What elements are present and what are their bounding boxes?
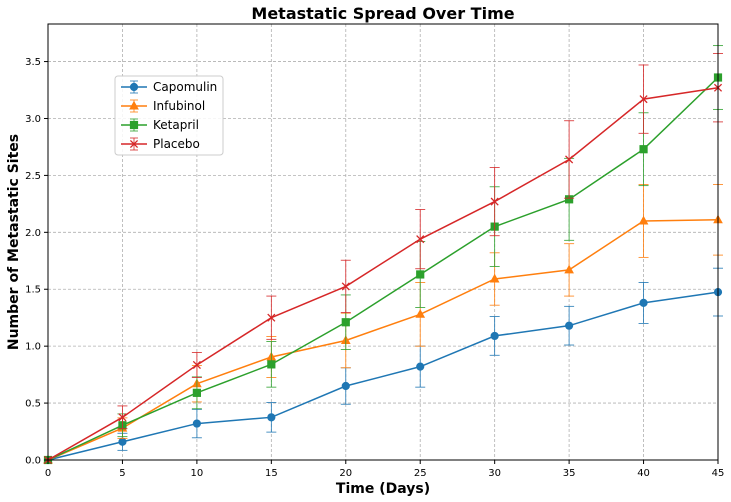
data-point-capomulin bbox=[639, 298, 648, 308]
ticks: 0 5 10 15 20 25 30 35 40 45 0.0 0.5 1.0 1.5 2.0 2.5 3.0 3… bbox=[25, 57, 724, 479]
data-point-placebo bbox=[267, 313, 276, 322]
data-point-placebo bbox=[565, 155, 574, 164]
series-placebo bbox=[43, 53, 723, 465]
y-tick-label: 1.0 bbox=[25, 342, 41, 353]
x-tick-label: 10 bbox=[191, 468, 204, 479]
legend-entry-capomulin: Capomulin bbox=[121, 80, 217, 94]
x-tick-label: 20 bbox=[339, 468, 352, 479]
data-point-infubinol bbox=[638, 215, 649, 225]
data-point-ketapril bbox=[416, 270, 425, 279]
x-tick-label: 45 bbox=[712, 468, 725, 479]
data-point-placebo bbox=[118, 413, 127, 422]
legend-marker-placebo bbox=[129, 139, 139, 149]
legend-entry-placebo: Placebo bbox=[121, 137, 200, 151]
legend-marker-ketapril bbox=[129, 120, 139, 130]
legend-label-infubinol: Infubinol bbox=[153, 99, 205, 113]
y-tick-label: 2.5 bbox=[25, 171, 41, 182]
data-point-capomulin bbox=[565, 321, 574, 330]
data-point-ketapril bbox=[341, 318, 350, 327]
legend-entry-ketapril: Ketapril bbox=[121, 118, 199, 132]
legend-box bbox=[114, 75, 224, 156]
chart-title: Metastatic Spread Over Time bbox=[251, 4, 514, 23]
y-tick-label: 2.0 bbox=[25, 228, 41, 239]
y-tick-label: 1.5 bbox=[25, 285, 41, 296]
data-point-capomulin bbox=[192, 419, 201, 428]
data-point-infubinol bbox=[564, 264, 574, 274]
x-axis-label: Time (Days) bbox=[336, 481, 430, 497]
legend: Capomulin Infubinol Ketapril Placebo bbox=[114, 75, 224, 156]
legend-entry-infubinol: Infubinol bbox=[121, 99, 205, 113]
y-tick-label: 0.0 bbox=[25, 456, 41, 467]
data-point-ketapril bbox=[192, 388, 201, 397]
legend-marker-capomulin bbox=[129, 82, 139, 92]
x-tick-label: 5 bbox=[119, 468, 125, 479]
plot-frame bbox=[47, 23, 719, 461]
x-tick-label: 35 bbox=[563, 468, 576, 479]
data-point-capomulin bbox=[490, 331, 499, 341]
data-point-placebo bbox=[490, 197, 499, 206]
series-line-placebo bbox=[47, 87, 719, 461]
data-point-infubinol bbox=[489, 273, 500, 283]
data-point-ketapril bbox=[267, 360, 276, 369]
x-tick-label: 25 bbox=[414, 468, 427, 479]
x-tick-label: 40 bbox=[637, 468, 650, 479]
x-tick-label: 0 bbox=[45, 468, 51, 479]
legend-label-placebo: Placebo bbox=[153, 137, 200, 151]
data-point-placebo bbox=[416, 235, 425, 244]
y-tick-label: 3.0 bbox=[25, 114, 41, 125]
series-ketapril bbox=[43, 45, 723, 465]
legend-marker-infubinol bbox=[129, 100, 139, 110]
data-point-placebo bbox=[192, 360, 201, 370]
x-tick-label: 30 bbox=[488, 468, 501, 479]
x-tick-label: 15 bbox=[265, 468, 278, 479]
data-point-capomulin bbox=[267, 413, 276, 422]
data-point-capomulin bbox=[416, 362, 425, 371]
data-point-capomulin bbox=[341, 381, 350, 391]
data-point-capomulin bbox=[118, 437, 127, 446]
y-tick-label: 0.5 bbox=[25, 399, 41, 410]
data-point-ketapril bbox=[639, 145, 648, 154]
legend-label-capomulin: Capomulin bbox=[153, 80, 217, 94]
legend-label-ketapril: Ketapril bbox=[153, 118, 199, 132]
data-point-infubinol bbox=[415, 309, 426, 318]
y-axis-label: Number of Metastatic Sites bbox=[6, 134, 22, 350]
data-point-placebo bbox=[341, 282, 350, 291]
series-line-capomulin bbox=[47, 291, 719, 461]
series-line-infubinol bbox=[47, 219, 719, 461]
data-point-placebo bbox=[639, 95, 648, 104]
series-layer bbox=[43, 45, 723, 465]
y-tick-label: 3.5 bbox=[25, 57, 41, 68]
series-line-ketapril bbox=[47, 76, 719, 461]
